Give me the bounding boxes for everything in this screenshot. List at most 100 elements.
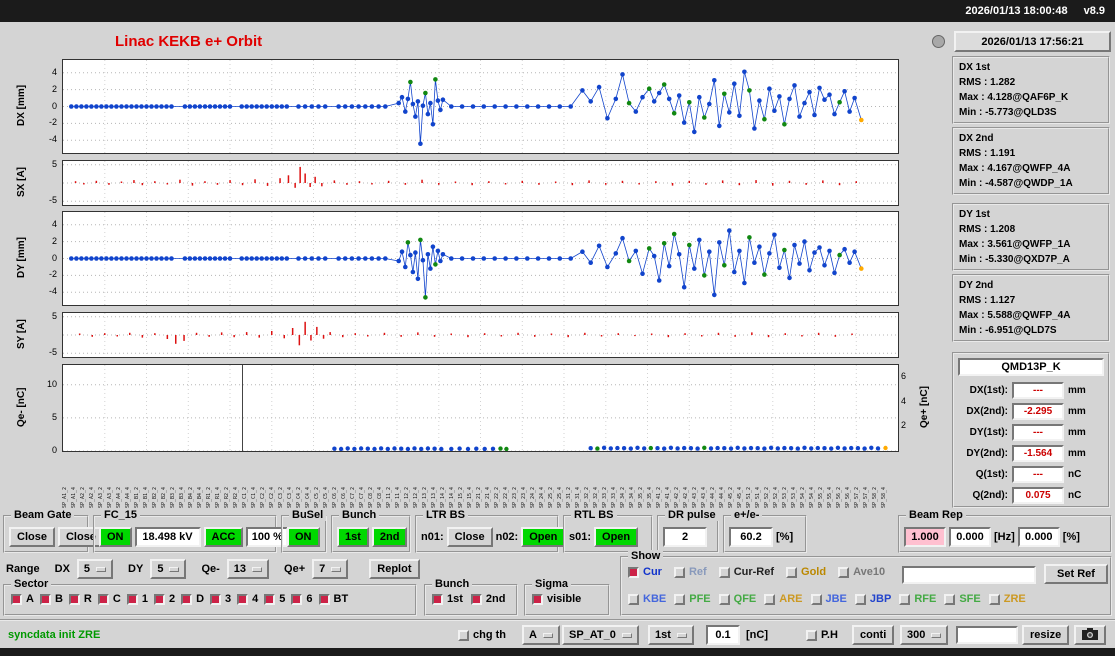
checkbox-box: [899, 593, 911, 605]
bpm-label: SP_53_2: [782, 486, 788, 508]
eratio-field[interactable]: 60.2: [729, 527, 773, 547]
sector-checkbox-b[interactable]: B: [39, 593, 63, 605]
dx-tick-label: 2: [51, 83, 57, 94]
bpm-label: SP_24_4: [539, 486, 545, 508]
option-indicator-icon: [252, 566, 263, 572]
option-indicator-icon: [331, 566, 342, 572]
sector-checkbox-6[interactable]: 6: [291, 593, 313, 605]
ltr-n02-button[interactable]: Open: [521, 527, 566, 547]
bunch-checkbox-1st[interactable]: 1st: [432, 593, 463, 605]
fc15-on-button[interactable]: ON: [99, 527, 132, 547]
dr-pulse-field[interactable]: 2: [663, 527, 707, 547]
sector-checkbox-3[interactable]: 3: [210, 593, 231, 605]
group-title: LTR BS: [423, 509, 468, 521]
qe-tick-label: 5: [51, 411, 57, 422]
show-checkbox-cur[interactable]: Cur: [628, 566, 662, 578]
bpm-label: SP_C8_2: [368, 486, 374, 508]
bpm-label: SP_15_2: [458, 486, 464, 508]
fc15-duty-field[interactable]: 100 %: [246, 527, 289, 547]
fc15-voltage-field[interactable]: 18.498 kV: [134, 527, 201, 547]
range-qe-minus-select[interactable]: 13: [226, 559, 270, 579]
stat-box-dx-1st: DX 1st RMS : 1.282 Max : 4.128@QAF6P_K M…: [952, 56, 1110, 124]
show-checkbox-qfe[interactable]: QFE: [718, 593, 756, 605]
qe-tick-label: 6: [901, 371, 907, 382]
bpm-label: SP_C5_2: [314, 486, 320, 508]
show-checkbox-cur-ref[interactable]: Cur-Ref: [718, 566, 774, 578]
bpm-name-strip: SP_A1_2 SP_A1_4 SP_A2_2 SP_A2_4 SP_A3_2 SP_A3…: [62, 452, 898, 510]
show-checkbox-ref[interactable]: Ref: [673, 566, 707, 578]
show-checkbox-jbe[interactable]: JBE: [810, 593, 847, 605]
chg-th-checkbox[interactable]: chg th: [458, 629, 506, 641]
sector-checkbox-2[interactable]: 2: [153, 593, 175, 605]
dy-plot: [62, 211, 899, 306]
bunch-select[interactable]: 1st: [648, 625, 694, 645]
resize-button[interactable]: resize: [1022, 625, 1070, 645]
show-checkbox-rfe[interactable]: RFE: [899, 593, 936, 605]
sx-tick-label: -5: [48, 195, 57, 206]
snapshot-time: 2026/01/13 17:56:21: [954, 31, 1111, 52]
show-checkbox-gold[interactable]: Gold: [786, 566, 826, 578]
range-dx-select[interactable]: 5: [76, 559, 114, 579]
checkbox-label: chg th: [473, 629, 506, 641]
sector-checkbox-bt[interactable]: BT: [318, 593, 348, 605]
sector-checkbox-a[interactable]: A: [11, 593, 34, 605]
replot-button[interactable]: Replot: [369, 559, 420, 579]
bpm-label: SP_A3_2: [98, 486, 104, 508]
num-select[interactable]: 300: [900, 625, 949, 645]
ab-select[interactable]: A: [522, 625, 560, 645]
show-checkbox-pfe[interactable]: PFE: [674, 593, 711, 605]
show-checkbox-are[interactable]: ARE: [764, 593, 803, 605]
busel-on-button[interactable]: ON: [287, 527, 320, 547]
show-checkbox-ave10[interactable]: Ave10: [838, 566, 885, 578]
dy-tick-label: 2: [51, 235, 57, 246]
screenshot-button[interactable]: [1074, 625, 1106, 645]
select-value: 7: [319, 563, 326, 575]
conti-button[interactable]: conti: [852, 625, 895, 645]
bunch-2nd-button[interactable]: 2nd: [371, 527, 408, 547]
free-input[interactable]: [956, 626, 1018, 644]
set-ref-button[interactable]: Set Ref: [1044, 564, 1108, 584]
rtl-s01-button[interactable]: Open: [594, 527, 639, 547]
bpm-label: SP_54_4: [809, 486, 815, 508]
checkbox-box: [458, 629, 469, 641]
sector-checkbox-d[interactable]: D: [181, 593, 204, 605]
sigma-checkbox-visible[interactable]: visible: [532, 593, 581, 605]
bpm-label: SP_52_2: [764, 486, 770, 508]
show-checkbox-zre[interactable]: ZRE: [988, 593, 1026, 605]
threshold-field[interactable]: 0.1: [706, 625, 740, 645]
qe-axis-label: Qe- [nC]: [16, 387, 27, 427]
sector-checkbox-1[interactable]: 1: [126, 593, 148, 605]
bpm-label: SP_57_4: [863, 486, 869, 508]
range-dy-select[interactable]: 5: [150, 559, 187, 579]
ph-checkbox[interactable]: P.H: [806, 629, 838, 641]
checkbox-label: P.H: [821, 629, 838, 641]
qmd-row-label: Q(2nd):: [972, 490, 1008, 501]
sector-checkbox-4[interactable]: 4: [237, 593, 258, 605]
bpm-label: SP_55_2: [818, 486, 824, 508]
bunch-1st-button[interactable]: 1st: [337, 527, 369, 547]
range-qe-plus-select[interactable]: 7: [312, 559, 349, 579]
qmd-row: DY(1st): --- mm: [958, 422, 1104, 443]
ltr-n01-button[interactable]: Close: [446, 527, 493, 547]
fc15-acc-button[interactable]: ACC: [203, 527, 244, 547]
bunch-checkbox-2nd[interactable]: 2nd: [470, 593, 505, 605]
sector-items: A B R C 1 2 D 3 4 5 6 BT: [11, 593, 348, 605]
range-qe-plus-label: Qe+: [284, 563, 306, 575]
group-title: RTL BS: [571, 509, 617, 521]
checkbox-box: [673, 566, 685, 578]
qmd-title[interactable]: QMD13P_K: [958, 358, 1104, 376]
sector-checkbox-5[interactable]: 5: [264, 593, 285, 605]
show-checkbox-sfe[interactable]: SFE: [944, 593, 981, 605]
stat-box-dy-2nd: DY 2nd RMS : 1.127 Max : 5.588@QWFP_4A M…: [952, 274, 1110, 342]
sector-checkbox-r[interactable]: R: [68, 593, 92, 605]
show-checkbox-kbe[interactable]: KBE: [628, 593, 666, 605]
sp-at-select[interactable]: SP_AT_0: [562, 625, 639, 645]
qe-tick-label: 10: [46, 378, 57, 389]
range-qe-minus-label: Qe-: [201, 563, 220, 575]
ref-name-input[interactable]: [902, 566, 1036, 584]
sector-checkbox-c[interactable]: C: [97, 593, 121, 605]
stat-rms: RMS : 1.191: [959, 148, 1016, 159]
show-checkbox-jbp[interactable]: JBP: [854, 593, 891, 605]
sy-plot: [62, 312, 899, 358]
beam-gate-close-1-button[interactable]: Close: [9, 527, 55, 547]
